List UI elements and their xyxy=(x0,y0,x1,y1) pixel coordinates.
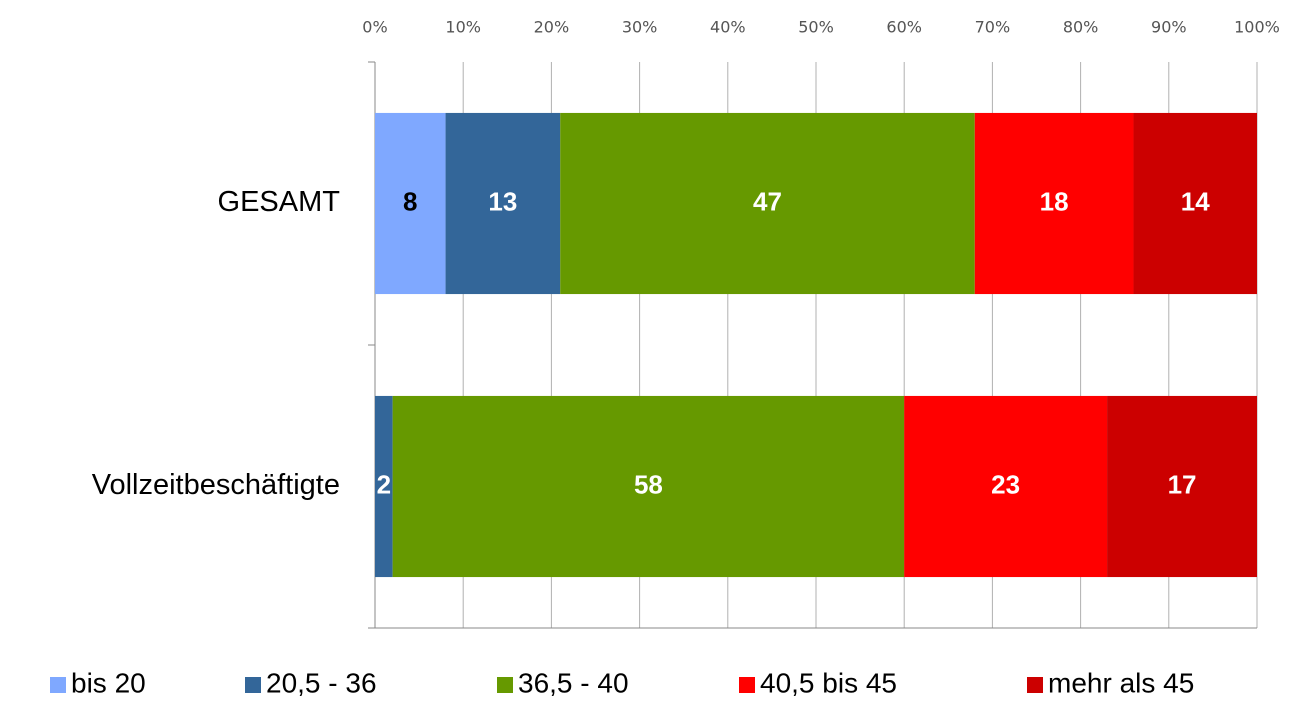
x-tick-label: 0% xyxy=(362,18,387,37)
bar-segment xyxy=(904,395,1108,578)
x-tick-label: 60% xyxy=(886,18,922,37)
legend-swatch xyxy=(245,677,261,693)
bar-segment xyxy=(1107,395,1257,578)
legend-label: bis 20 xyxy=(71,667,146,698)
x-tick-label: 10% xyxy=(445,18,481,37)
data-label: 18 xyxy=(1040,186,1069,216)
legend-label: 36,5 - 40 xyxy=(518,667,629,698)
legend-label: 20,5 - 36 xyxy=(266,667,377,698)
data-label: 23 xyxy=(991,469,1020,499)
x-tick-label: 40% xyxy=(710,18,746,37)
category-label: Vollzeitbeschäftigte xyxy=(92,469,340,501)
bar-segment xyxy=(392,395,905,578)
legend-label: mehr als 45 xyxy=(1048,667,1194,698)
data-label: 47 xyxy=(753,186,782,216)
legend-swatch xyxy=(1027,677,1043,693)
bar-segment xyxy=(375,112,446,295)
category-label: GESAMT xyxy=(218,186,341,218)
legend-label: 40,5 bis 45 xyxy=(760,667,897,698)
x-tick-label: 70% xyxy=(975,18,1011,37)
data-label: 14 xyxy=(1181,186,1210,216)
legend-swatch xyxy=(50,677,66,693)
data-label: 2 xyxy=(377,469,391,499)
bar-segment xyxy=(560,112,975,295)
legend-swatch xyxy=(739,677,755,693)
data-label: 13 xyxy=(488,186,517,216)
bar-segment xyxy=(445,112,561,295)
x-tick-label: 20% xyxy=(534,18,570,37)
bar-segment xyxy=(1133,112,1257,295)
data-label: 17 xyxy=(1168,469,1197,499)
x-tick-label: 30% xyxy=(622,18,658,37)
x-tick-label: 100% xyxy=(1234,18,1280,37)
legend-swatch xyxy=(497,677,513,693)
x-tick-label: 50% xyxy=(798,18,834,37)
bar-segment xyxy=(375,395,393,578)
data-label: 58 xyxy=(634,469,663,499)
x-tick-label: 80% xyxy=(1063,18,1099,37)
bar-segment xyxy=(974,112,1134,295)
data-label: 8 xyxy=(403,186,417,216)
x-tick-label: 90% xyxy=(1151,18,1187,37)
